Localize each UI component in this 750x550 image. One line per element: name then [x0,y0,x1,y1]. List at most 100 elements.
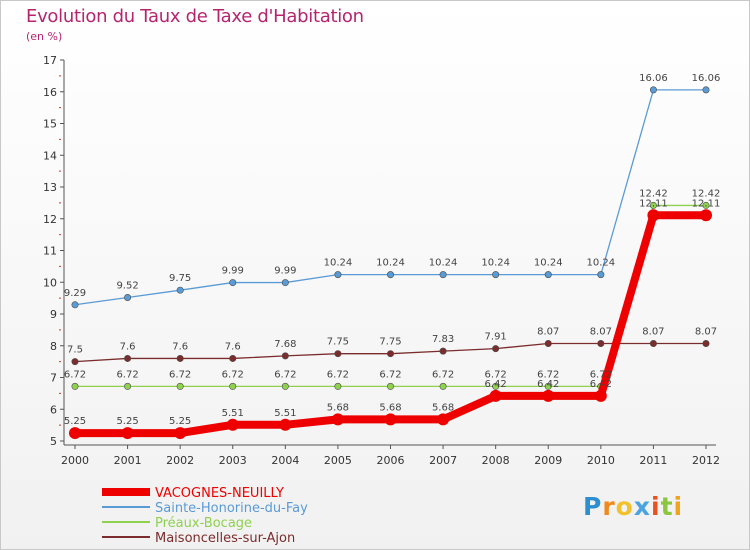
logo-letter: P [583,492,603,521]
data-label-0: 6.42 [537,379,559,390]
y-tick-label: 6 [50,403,57,416]
data-point-0 [647,209,660,222]
data-label-1: 16.06 [639,73,668,84]
y-tick-label: 12 [43,213,57,226]
data-point-1 [334,271,342,279]
x-tick-label: 2004 [271,454,299,467]
data-label-0: 6.42 [485,379,507,390]
y-tick-label: 16 [43,86,57,99]
data-label-1: 10.24 [587,258,616,269]
data-point-1 [176,286,184,294]
logo-letter: x [633,492,651,521]
y-tick-label: 7 [50,372,57,385]
data-point-1 [281,279,289,287]
data-point-2 [124,382,132,390]
data-label-0: 12.11 [639,198,668,209]
data-point-2 [649,201,657,209]
y-tick-label: 8 [50,340,57,353]
data-point-2 [334,382,342,390]
data-point-3 [544,340,552,348]
data-label-3: 7.6 [225,341,241,352]
data-label-2: 6.72 [485,369,507,380]
x-tick-label: 2006 [377,454,405,467]
data-label-3: 8.07 [537,327,559,338]
data-point-1 [124,293,132,301]
data-point-1 [71,301,79,309]
x-tick-label: 2003 [219,454,247,467]
data-point-0 [121,427,134,440]
data-label-1: 10.24 [376,258,405,269]
data-point-3 [229,354,237,362]
chart-subtitle: (en %) [26,30,63,43]
x-tick-label: 2012 [692,454,720,467]
data-point-0 [331,413,344,426]
data-point-2 [386,382,394,390]
logo-letter: i [673,492,684,521]
data-point-1 [229,279,237,287]
data-point-0 [69,427,81,440]
legend-label-1: Sainte-Honorine-du-Fay [155,501,308,516]
data-label-3: 7.6 [120,341,136,352]
data-point-2 [439,382,447,390]
data-label-1: 9.52 [116,280,138,291]
chart-title: Evolution du Taux de Taxe d'Habitation [26,6,364,27]
data-label-2: 6.72 [432,369,454,380]
data-label-3: 7.75 [379,337,401,348]
data-label-1: 9.99 [274,266,296,277]
y-tick-label: 13 [43,181,57,194]
logo-letter: o [615,492,634,521]
data-point-1 [597,271,605,279]
data-point-1 [439,271,447,279]
data-label-0: 5.51 [222,408,244,419]
data-point-0 [542,389,555,402]
data-point-1 [386,271,394,279]
proxiti-logo: Proxiti [583,492,683,521]
logo-letter: r [602,492,616,521]
x-tick-label: 2001 [114,454,142,467]
data-point-1 [702,86,710,94]
legend-label-3: Maisoncelles-sur-Ajon [155,531,295,546]
data-label-1: 10.24 [429,258,458,269]
data-label-3: 7.75 [327,337,349,348]
y-tick-label: 11 [43,245,57,258]
data-label-2: 12.42 [639,188,668,199]
data-label-0: 5.25 [64,416,86,427]
x-tick-label: 2011 [639,454,667,467]
data-point-3 [176,354,184,362]
data-point-3 [334,350,342,358]
data-label-3: 8.07 [590,327,612,338]
data-label-0: 5.68 [327,402,349,413]
data-label-2: 6.72 [169,369,191,380]
data-label-3: 8.07 [695,327,717,338]
data-label-2: 6.72 [274,369,296,380]
data-point-0 [594,389,607,402]
data-label-3: 7.91 [485,332,507,343]
x-tick-label: 2000 [61,454,89,467]
data-point-3 [649,340,657,348]
data-point-3 [439,347,447,355]
data-point-3 [71,358,79,366]
data-label-1: 10.24 [534,258,563,269]
logo-letter: i [651,492,661,521]
data-point-1 [544,271,552,279]
data-point-2 [71,382,79,390]
data-label-2: 6.72 [64,369,86,380]
data-point-0 [489,389,502,402]
data-point-0 [279,418,292,431]
y-tick-label: 17 [43,54,57,67]
data-point-0 [437,413,450,426]
data-label-1: 9.29 [64,288,86,299]
x-tick-label: 2002 [166,454,194,467]
x-tick-label: 2010 [587,454,615,467]
y-tick-label: 15 [43,118,57,131]
logo-letter: t [660,492,674,521]
data-label-2: 12.42 [692,188,721,199]
x-tick-label: 2005 [324,454,352,467]
data-point-3 [281,352,289,360]
series-line-0 [75,211,706,438]
data-label-0: 5.68 [432,402,454,413]
data-label-3: 7.5 [67,345,83,356]
data-point-2 [544,382,552,390]
data-point-0 [384,413,397,426]
